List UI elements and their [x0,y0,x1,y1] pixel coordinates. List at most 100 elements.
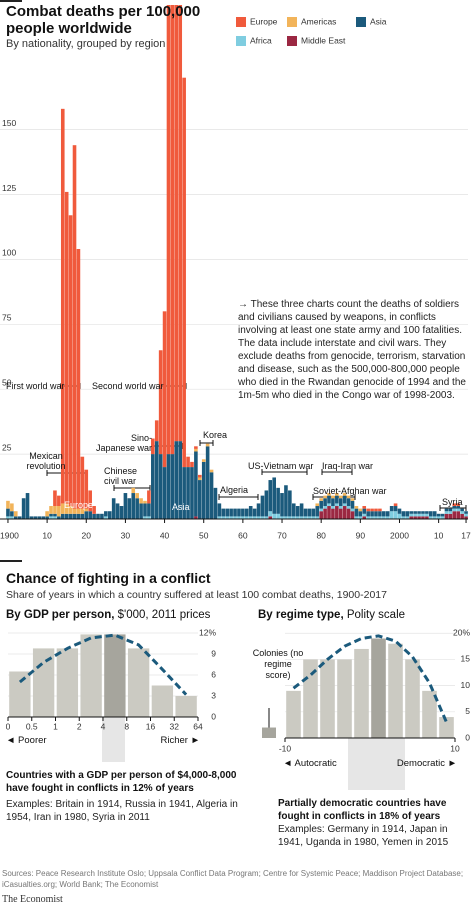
bar-segment [6,508,10,517]
bar [354,648,369,738]
bar-segment [444,511,449,514]
bars [6,5,468,519]
bar-segment [92,513,96,519]
annotation: Sino-Japanese war [95,433,152,453]
bar-segment [123,493,128,519]
x-tick-label: 4 [101,721,106,731]
bar-segment [10,516,14,519]
bar-segment [68,513,73,519]
bar-segment [244,508,249,517]
bar [371,638,386,738]
bar-segment [315,516,320,519]
bar-segment [323,508,327,519]
bar-segment [49,516,53,519]
bar-segment [358,516,363,519]
bar-segment [331,498,335,507]
bar-segment [311,508,316,517]
bar-segment [327,493,331,496]
bar-segment [393,506,398,512]
y-tick-label: 6 [211,669,216,679]
bar-segment [213,487,218,519]
bar-segment [256,516,261,519]
bar-segment [29,516,34,519]
x-tick-label: 1 [53,721,58,731]
bar [9,671,31,717]
bar-segment [272,513,276,519]
bar [405,659,420,738]
bar-segment [209,469,214,473]
bar-segment [237,516,241,519]
bar-segment [448,511,453,514]
bar-segment [311,516,316,519]
bar-segment [248,506,253,517]
bar-segment [53,490,57,507]
bar-segment [452,508,457,512]
y-tick-label: 25 [2,442,12,452]
bar-segment [315,506,320,517]
highlight-band [102,717,125,762]
bar-segment [338,495,343,499]
bar-segment [323,495,327,499]
bar-segment [143,516,147,519]
bar-segment [147,490,151,504]
bar-segment [33,516,38,519]
y-tick-label: 15 [461,654,471,664]
bar-segment [10,511,14,517]
bar-segment [409,516,414,519]
bar-segment [323,506,327,509]
bar-segment [135,493,139,499]
bar-segment [354,506,359,509]
bar-segment [397,508,402,514]
bar-segment [68,506,73,514]
bar-segment [335,506,339,519]
bar-segment [436,513,441,517]
bar-segment [393,503,398,507]
y-tick-label: 150 [2,118,16,128]
bar-segment [409,511,414,514]
colonies-bar [262,727,276,738]
bar-segment [378,516,382,519]
bar-segment [229,516,233,519]
bar-segment [417,516,421,519]
bar-segment [335,503,339,507]
bar-segment [362,516,367,519]
bar-segment [374,511,378,517]
bar-segment [45,511,49,517]
y-tick-label: 100 [2,248,16,258]
bar-segment [244,516,249,519]
bar-segment [80,508,85,514]
colonies-label: Colonies (no regime score) [252,648,304,680]
bar-segment [452,511,457,519]
bar-segment [178,5,183,442]
bar-segment [194,516,198,519]
highlight-band [348,738,405,790]
bar-segment [158,350,163,455]
annotation: First world war [6,381,65,391]
sources: Sources: Peace Research Institute Oslo; … [2,869,464,889]
bar-segment [72,513,77,519]
bar-segment [346,498,351,507]
bar-segment [10,503,14,512]
bar-segment [252,508,257,517]
bar-segment [162,311,167,468]
bar-segment [260,495,265,517]
axis-end-label: ◄ Poorer [6,735,47,746]
bar-segment [417,511,421,514]
bar-segment [115,503,120,519]
chart-note: → These three charts count the deaths of… [238,299,466,401]
bar-segment [382,511,386,517]
bar-segment [354,508,359,517]
panel-title-rest: $'000, 2011 prices [117,609,211,621]
section-title: Chance of fighting in a conflict [6,570,211,586]
bar-segment [174,5,179,442]
bar-segment [57,495,61,507]
axis-end-label: Democratic ► [396,758,457,769]
bar-segment [288,490,292,517]
y-tick-label: 9 [211,648,216,658]
y-tick-label: 125 [2,183,16,193]
bar-segment [295,506,300,517]
bar [80,634,102,717]
y-tick-label: 20% [453,627,470,637]
panel-title: By regime type, Polity scale [258,609,405,621]
y-tick-label: 0 [465,732,470,742]
